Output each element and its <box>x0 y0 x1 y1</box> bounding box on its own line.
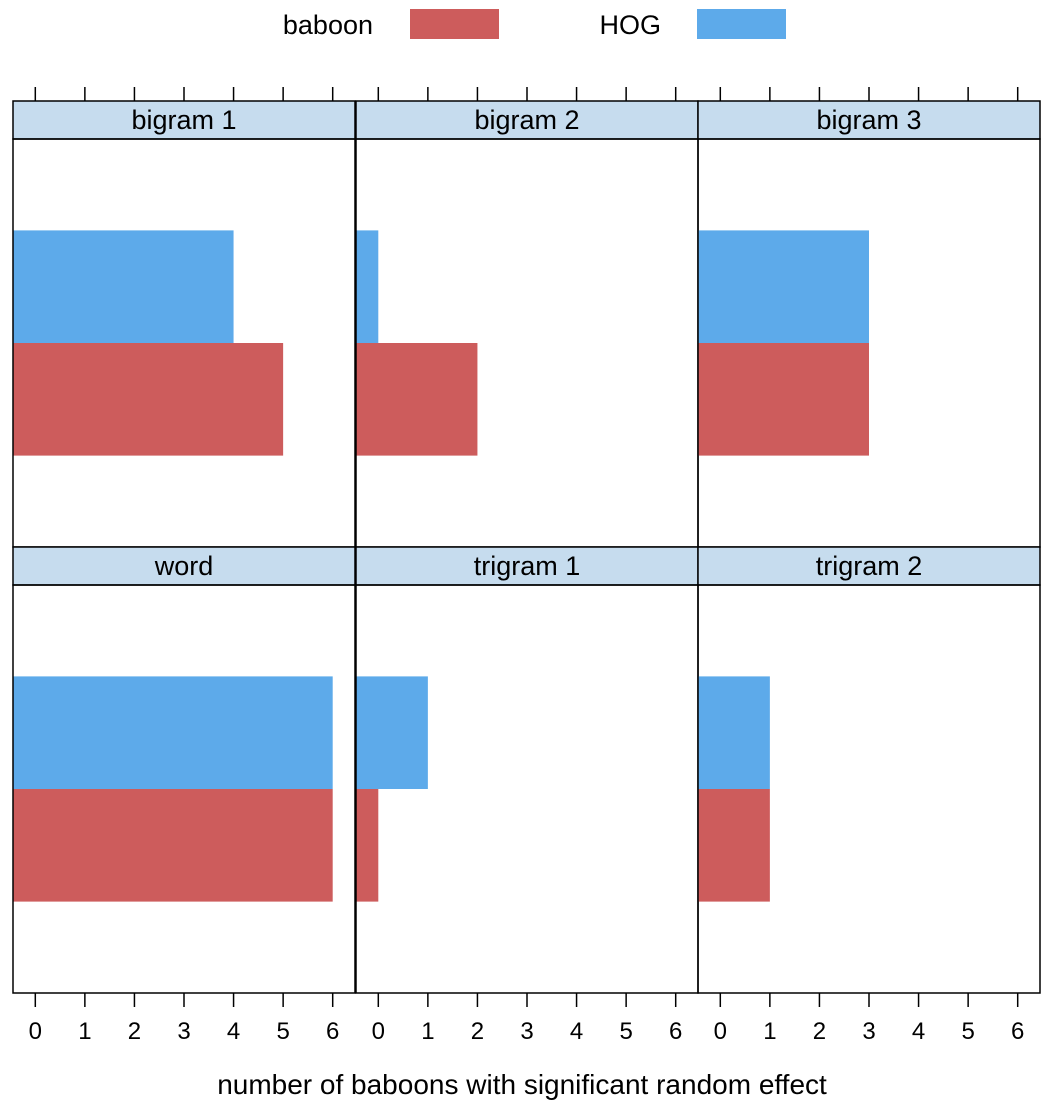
x-tick-label: 2 <box>813 1018 826 1045</box>
strip <box>12 100 356 140</box>
strip <box>697 546 1041 586</box>
legend-label-hog: HOG <box>599 10 661 40</box>
panel-bigram-1: bigram 1 <box>12 100 356 548</box>
x-tick-label: 3 <box>177 1018 190 1045</box>
x-axis-title: number of baboons with significant rando… <box>217 1069 827 1100</box>
strip-label: bigram 1 <box>131 105 236 135</box>
x-tick-label: 1 <box>763 1018 776 1045</box>
x-tick-label: 5 <box>276 1018 289 1045</box>
legend-label-baboon: baboon <box>283 10 373 40</box>
bar-baboon <box>356 789 379 902</box>
strip-label: trigram 1 <box>474 551 581 581</box>
x-tick-label: 2 <box>471 1018 484 1045</box>
bar-baboon <box>13 789 333 902</box>
panel-bigram-3: bigram 3 <box>697 100 1041 548</box>
strip <box>355 546 699 586</box>
x-tick-label: 4 <box>227 1018 240 1045</box>
panels: bigram 1 bigram 2 bigram 3 word trigram 1 tri… <box>12 100 1041 994</box>
bar-hog <box>13 676 333 789</box>
strip <box>12 546 356 586</box>
x-tick-label: 3 <box>862 1018 875 1045</box>
bar-baboon <box>698 343 869 456</box>
x-tick-label: 6 <box>326 1018 339 1045</box>
panel-bigram-2: bigram 2 <box>355 100 699 548</box>
panel-trigram-2: trigram 2 <box>697 546 1041 994</box>
panel-trigram-1: trigram 1 <box>355 546 699 994</box>
bar-hog <box>698 230 869 343</box>
x-tick-label: 0 <box>29 1018 42 1045</box>
x-tick-label: 0 <box>372 1018 385 1045</box>
axes: 0 0 0 1 1 1 2 2 2 3 3 3 4 4 4 5 5 5 6 6 6 <box>29 87 1024 1045</box>
x-tick-label: 6 <box>669 1018 682 1045</box>
x-tick-label: 5 <box>619 1018 632 1045</box>
bar-hog <box>356 676 428 789</box>
bar-baboon <box>698 789 770 902</box>
legend-swatch-baboon <box>410 9 499 39</box>
strip-label: bigram 3 <box>816 105 921 135</box>
strip <box>355 100 699 140</box>
x-tick-label: 6 <box>1011 1018 1024 1045</box>
strip-label: trigram 2 <box>816 551 923 581</box>
bar-hog <box>13 230 234 343</box>
strip <box>697 100 1041 140</box>
x-tick-label: 1 <box>78 1018 91 1045</box>
x-tick-label: 2 <box>128 1018 141 1045</box>
strip-label: word <box>154 551 214 581</box>
x-tick-label: 3 <box>520 1018 533 1045</box>
panel-word: word <box>12 546 356 994</box>
x-tick-label: 5 <box>961 1018 974 1045</box>
bar-hog <box>698 676 770 789</box>
x-tick-label: 1 <box>421 1018 434 1045</box>
strip-label: bigram 2 <box>474 105 579 135</box>
bar-baboon <box>356 343 478 456</box>
legend: baboon HOG <box>283 9 786 40</box>
legend-swatch-hog <box>697 9 786 39</box>
bar-hog <box>356 230 379 343</box>
x-tick-label: 4 <box>570 1018 583 1045</box>
x-tick-label: 0 <box>714 1018 727 1045</box>
x-tick-label: 4 <box>912 1018 925 1045</box>
bar-baboon <box>13 343 284 456</box>
